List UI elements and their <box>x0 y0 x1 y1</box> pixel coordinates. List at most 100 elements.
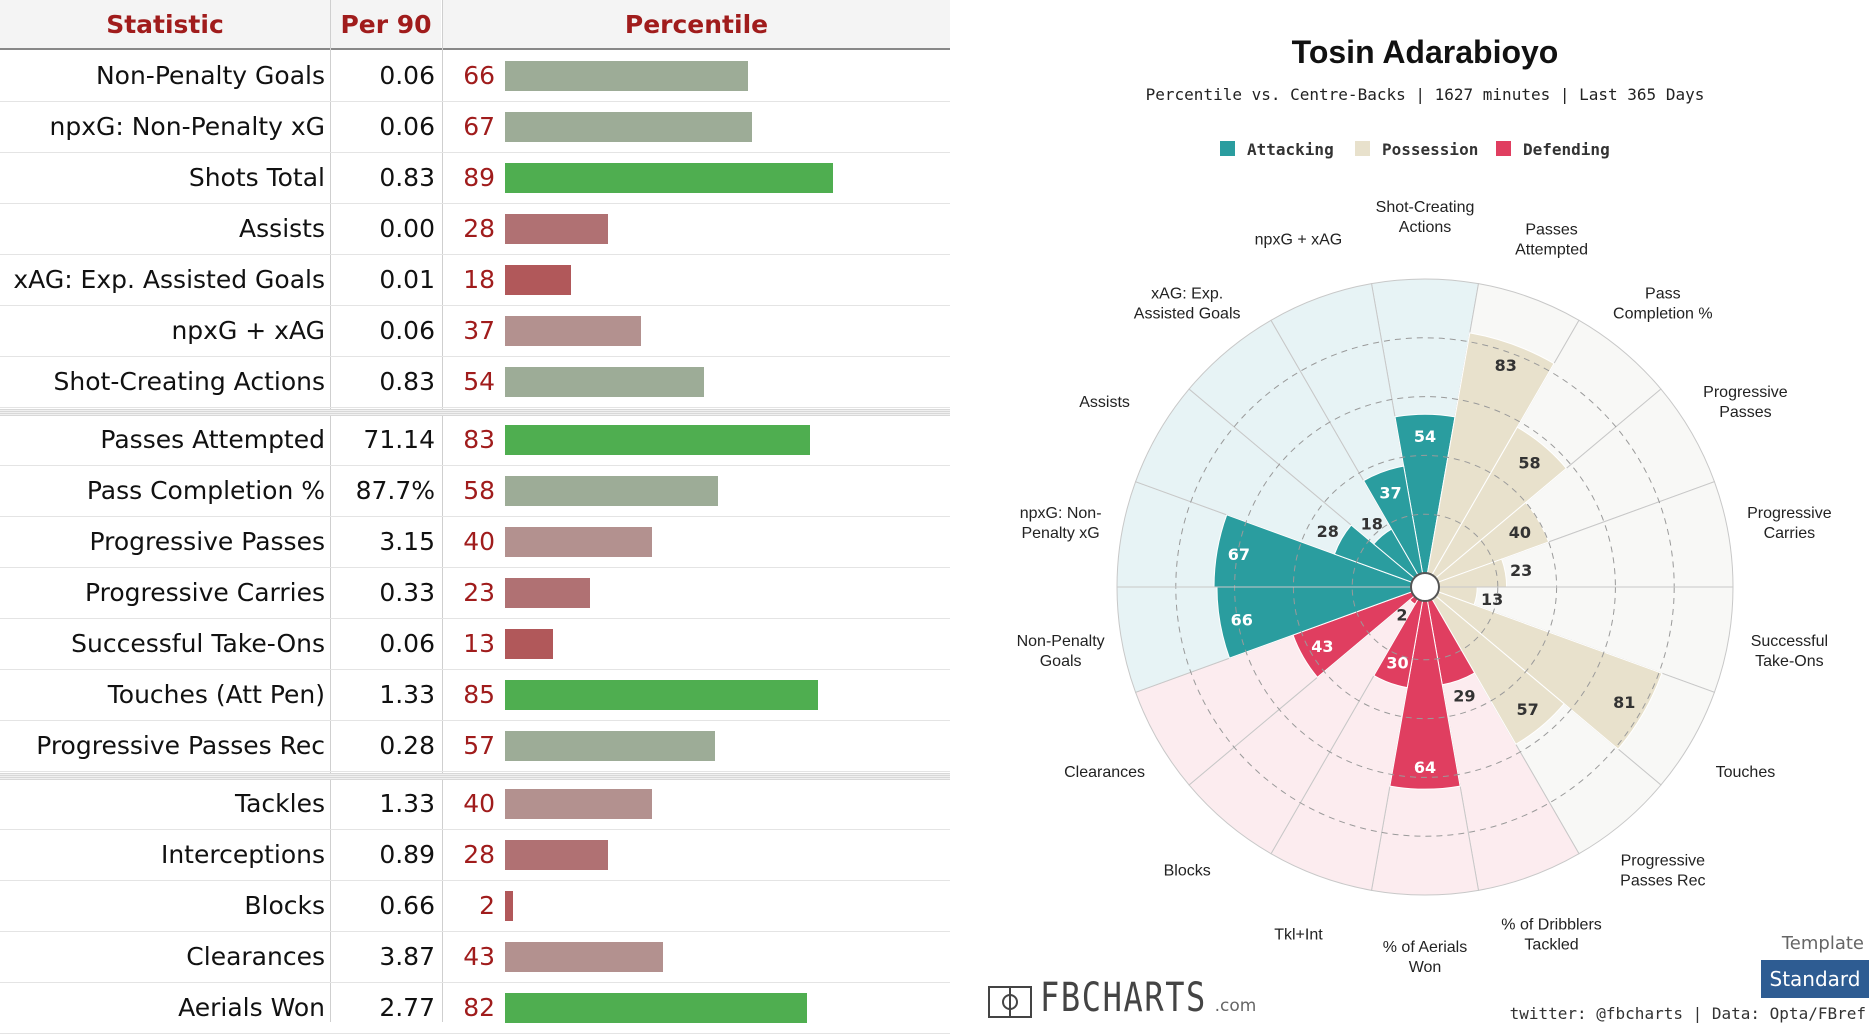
percentile-value: 82 <box>463 993 495 1022</box>
percentile-value: 85 <box>463 680 495 709</box>
slice-value-label: 30 <box>1386 653 1408 672</box>
table-row: Blocks 0.66 2 <box>0 880 950 932</box>
category-label: Progressive Carries <box>1747 505 1832 542</box>
per90-value: 0.28 <box>379 731 435 760</box>
table-row: Progressive Passes 3.15 40 <box>0 516 950 568</box>
percentile-bar <box>505 942 664 972</box>
legend-label: Defending <box>1523 140 1610 159</box>
slice-value-label: 54 <box>1414 427 1436 446</box>
per90-value: 0.66 <box>379 891 435 920</box>
legend-swatch <box>1496 141 1511 156</box>
slice-value-label: 66 <box>1231 610 1253 629</box>
stat-name: Progressive Carries <box>84 578 325 607</box>
percentile-value: 43 <box>463 942 495 971</box>
percentile-bar <box>505 112 752 142</box>
stat-name: Assists <box>239 214 325 243</box>
percentile-value: 89 <box>463 163 495 192</box>
table-row: Progressive Carries 0.33 23 <box>0 567 950 619</box>
percentile-value: 13 <box>463 629 495 658</box>
per90-value: 0.00 <box>379 214 435 243</box>
chart-subtitle: Percentile vs. Centre-Backs | 1627 minut… <box>1146 85 1705 104</box>
percentile-value: 58 <box>463 476 495 505</box>
percentile-value: 37 <box>463 316 495 345</box>
table-row: Assists 0.00 28 <box>0 203 950 255</box>
slice-value-label: 28 <box>1317 522 1339 541</box>
column-divider <box>330 0 331 1022</box>
slice-value-label: 83 <box>1495 356 1517 375</box>
table-row: Non-Penalty Goals 0.06 66 <box>0 50 950 102</box>
category-label: Touches <box>1716 764 1776 781</box>
template-button[interactable]: Standard <box>1761 960 1869 998</box>
logo-text: FBCHARTS <box>1040 975 1207 1021</box>
table-row: npxG: Non-Penalty xG 0.06 67 <box>0 101 950 153</box>
percentile-bar <box>505 731 715 761</box>
credit-text: twitter: @fbcharts | Data: Opta/FBref <box>1509 1004 1866 1023</box>
slice-value-label: 18 <box>1361 514 1383 533</box>
per90-value: 1.33 <box>379 680 435 709</box>
per90-value: 0.06 <box>379 629 435 658</box>
stat-name: Progressive Passes <box>89 527 326 556</box>
pizza-chart: Tosin Adarabioyo Percentile vs. Centre-B… <box>1017 34 1832 976</box>
table-row: Shot-Creating Actions 0.83 54 <box>0 356 950 408</box>
percentile-value: 67 <box>463 112 495 141</box>
category-label: Non-Penalty Goals <box>1017 633 1105 670</box>
slice-value-label: 23 <box>1510 561 1532 580</box>
chart-title: Tosin Adarabioyo <box>1292 34 1559 70</box>
per90-value: 0.33 <box>379 578 435 607</box>
percentile-value: 2 <box>479 891 495 920</box>
per90-value: 3.87 <box>379 942 435 971</box>
stat-name: Progressive Passes Rec <box>36 731 325 760</box>
stat-name: Clearances <box>186 942 325 971</box>
per90-value: 1.33 <box>379 789 435 818</box>
legend-label: Attacking <box>1247 140 1334 159</box>
category-label: Passes Attempted <box>1515 221 1588 258</box>
category-label: % of Dribblers Tackled <box>1501 917 1601 954</box>
percentile-bar <box>505 367 704 397</box>
per90-value: 71.14 <box>363 425 435 454</box>
table-row: xAG: Exp. Assisted Goals 0.01 18 <box>0 254 950 306</box>
table-row: Pass Completion % 87.7% 58 <box>0 465 950 517</box>
stat-name: xAG: Exp. Assisted Goals <box>13 265 325 294</box>
chart-wedges: 54 Shot-Creating Actions 83 Passes Attempted 5… <box>1017 199 1832 976</box>
per90-value: 87.7% <box>355 476 435 505</box>
slice-value-label: 37 <box>1379 483 1401 502</box>
percentile-value: 40 <box>463 527 495 556</box>
percentile-value: 57 <box>463 731 495 760</box>
slice-value-label: 29 <box>1453 686 1475 705</box>
slice-value-label: 13 <box>1481 590 1503 609</box>
table-row: Passes Attempted 71.14 83 <box>0 414 950 466</box>
percentile-bar <box>505 840 609 870</box>
group-separator <box>0 409 950 416</box>
percentile-bar <box>505 61 748 91</box>
percentile-bar <box>505 425 811 455</box>
per90-value: 0.83 <box>379 367 435 396</box>
category-label: Clearances <box>1064 764 1145 781</box>
percentile-bar <box>505 163 833 193</box>
pizza-chart-panel: Tosin Adarabioyo Percentile vs. Centre-B… <box>950 0 1874 1022</box>
category-label: Tkl+Int <box>1274 927 1323 944</box>
pitch-icon <box>988 986 1032 1018</box>
percentile-bar <box>505 476 719 506</box>
table-row: Clearances 3.87 43 <box>0 931 950 983</box>
chart-legend: Attacking Possession Defending <box>1220 140 1610 159</box>
percentile-value: 83 <box>463 425 495 454</box>
stat-name: Blocks <box>244 891 325 920</box>
slice-value-label: 58 <box>1518 454 1540 473</box>
percentile-bar <box>505 214 609 244</box>
percentile-bar <box>505 316 642 346</box>
percentile-value: 66 <box>463 61 495 90</box>
category-label: npxG + xAG <box>1255 231 1343 248</box>
per90-value: 0.89 <box>379 840 435 869</box>
stat-name: Non-Penalty Goals <box>95 61 325 90</box>
percentile-bar <box>505 891 513 921</box>
stat-name: npxG + xAG <box>171 316 325 345</box>
table-row: Tackles 1.33 40 <box>0 778 950 830</box>
template-label: Template <box>1781 933 1864 954</box>
logo-suffix: .com <box>1214 996 1257 1016</box>
per90-value: 0.06 <box>379 316 435 345</box>
group-separator <box>0 773 950 780</box>
stat-name: Tackles <box>234 789 325 818</box>
header-per90: Per 90 <box>331 0 441 48</box>
slice-value-label: 81 <box>1613 693 1635 712</box>
stat-name: Interceptions <box>160 840 325 869</box>
